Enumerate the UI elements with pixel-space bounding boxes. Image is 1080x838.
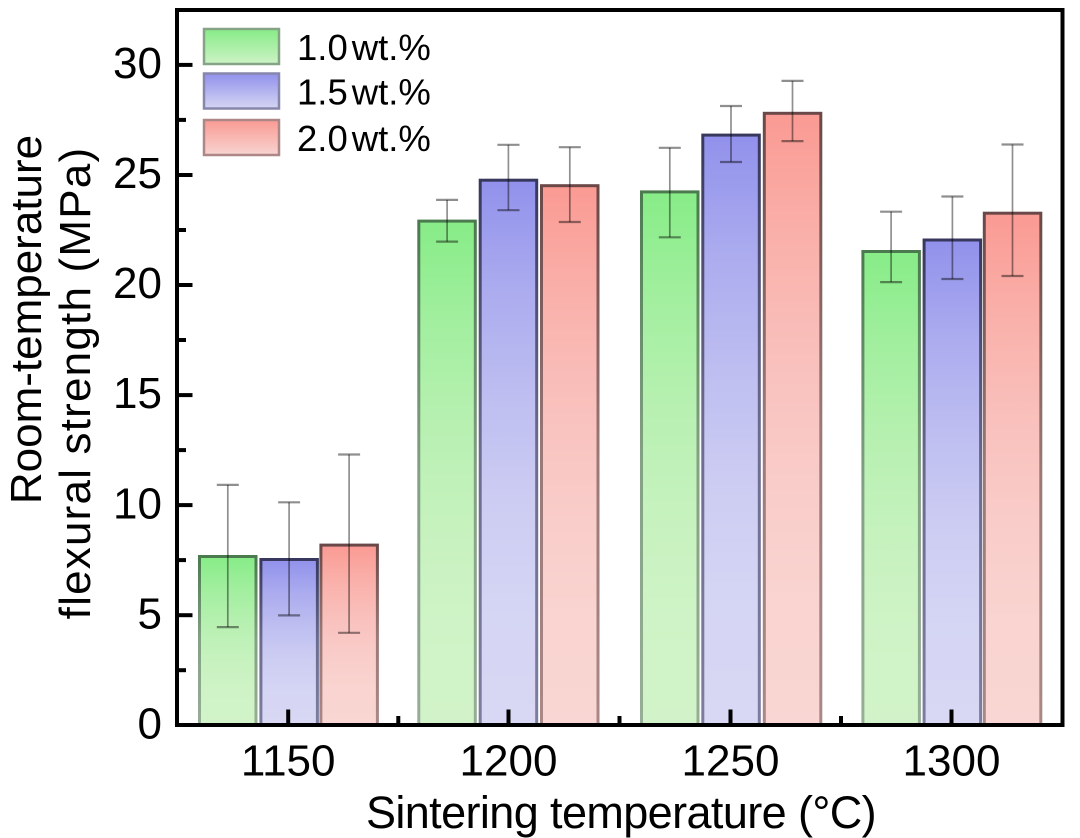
svg-text:20: 20 <box>113 259 162 308</box>
svg-text:1200: 1200 <box>460 737 558 786</box>
svg-text:1300: 1300 <box>903 737 1001 786</box>
svg-text:flexural strength (MPa): flexural strength (MPa) <box>51 147 100 620</box>
svg-text:1.0wt.%: 1.0 wt.% <box>297 27 431 68</box>
svg-text:10: 10 <box>113 479 162 528</box>
svg-text:5: 5 <box>138 589 162 638</box>
svg-text:0: 0 <box>138 699 162 748</box>
svg-text:2.0wt.%: 2.0 wt.% <box>297 118 431 159</box>
svg-text:Sintering temperature (°C): Sintering temperature (°C) <box>366 787 876 838</box>
svg-text:Room-temperature: Room-temperature <box>2 135 51 504</box>
svg-text:25: 25 <box>113 149 162 198</box>
svg-text:30: 30 <box>113 39 162 88</box>
svg-text:1.5wt.%: 1.5 wt.% <box>297 71 431 112</box>
svg-text:1150: 1150 <box>241 737 336 786</box>
svg-text:15: 15 <box>113 369 162 418</box>
svg-text:1250: 1250 <box>682 737 780 786</box>
